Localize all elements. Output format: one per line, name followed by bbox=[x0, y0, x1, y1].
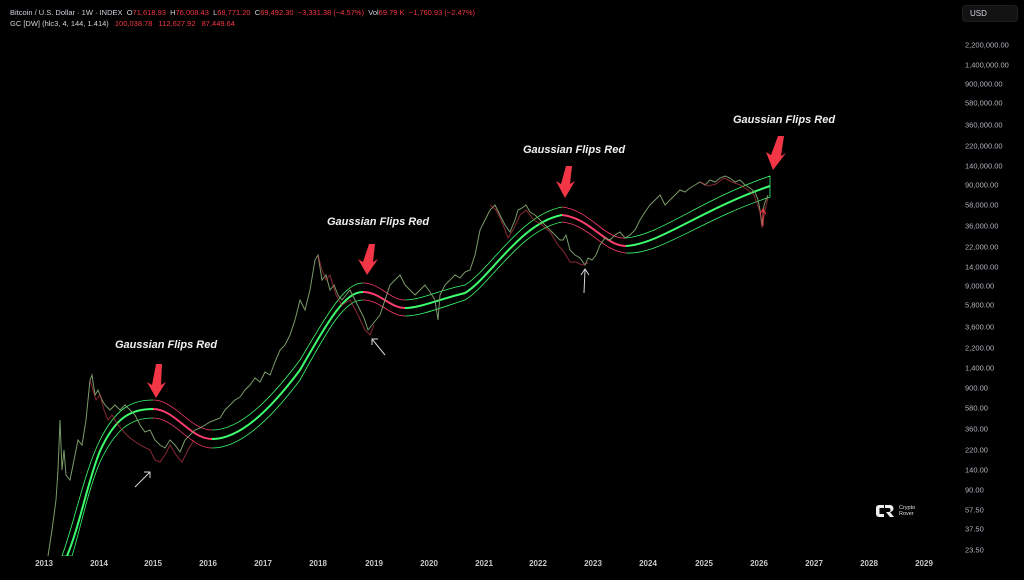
y-tick: 900,000.00 bbox=[965, 79, 1003, 89]
y-tick: 14,000.00 bbox=[965, 262, 999, 272]
x-tick: 2016 bbox=[199, 559, 217, 568]
x-tick: 2020 bbox=[420, 559, 438, 568]
y-tick: 220.00 bbox=[965, 445, 988, 455]
crypto-rover-logo-icon bbox=[876, 505, 894, 517]
price-chart-canvas[interactable] bbox=[0, 0, 940, 556]
y-tick: 37.50 bbox=[965, 524, 984, 534]
x-tick: 2026 bbox=[750, 559, 768, 568]
annotation-flip-red-2014: Gaussian Flips Red bbox=[114, 339, 218, 351]
x-tick: 2017 bbox=[254, 559, 272, 568]
y-tick: 900.00 bbox=[965, 383, 988, 393]
low-label: L bbox=[213, 8, 218, 17]
y-tick: 23.50 bbox=[965, 545, 984, 555]
indicator-legend-row: GC [DW] (hlc3, 4, 144, 1.414) 100,038.78… bbox=[10, 18, 475, 29]
annotation-flip-red-2026: Gaussian Flips Red bbox=[732, 114, 836, 126]
price-legend-row: Bitcoin / U.S. Dollar · 1W · INDEX O71,6… bbox=[10, 7, 475, 18]
y-tick: 580,000.00 bbox=[965, 98, 1003, 108]
red-arrow-icon-3 bbox=[556, 166, 575, 198]
annotation-flip-red-2022: Gaussian Flips Red bbox=[522, 144, 626, 156]
y-tick: 360.00 bbox=[965, 424, 988, 434]
y-tick: 140,000.00 bbox=[965, 161, 1003, 171]
y-tick: 2,200,000.00 bbox=[965, 40, 1009, 50]
x-tick: 2021 bbox=[475, 559, 493, 568]
y-tick: 2,200.00 bbox=[965, 343, 995, 353]
y-tick: 220,000.00 bbox=[965, 141, 1003, 151]
y-tick: 90,000.00 bbox=[965, 180, 999, 190]
low-value: 68,771.20 bbox=[217, 8, 251, 17]
open-value: 71,618.93 bbox=[132, 8, 166, 17]
currency-button[interactable]: USD bbox=[962, 5, 1018, 22]
time-axis[interactable]: 2013 2014 2015 2016 2017 2018 2019 2020 … bbox=[0, 556, 940, 576]
x-tick: 2023 bbox=[584, 559, 602, 568]
y-tick: 22,000.00 bbox=[965, 242, 999, 252]
red-arrow-icon-2 bbox=[358, 244, 378, 275]
change-value: −3,331.38 (−4.57%) bbox=[297, 8, 365, 17]
volume-value: 69.79 K bbox=[378, 8, 405, 17]
y-tick: 58,000.00 bbox=[965, 200, 999, 210]
y-tick: 360,000.00 bbox=[965, 120, 1003, 130]
indicator-value-upper: 112,627.92 bbox=[158, 19, 196, 28]
x-tick: 2027 bbox=[805, 559, 823, 568]
close-value: 69,492.30 bbox=[260, 8, 294, 17]
x-tick: 2018 bbox=[309, 559, 327, 568]
y-tick: 5,800.00 bbox=[965, 300, 995, 310]
x-tick: 2028 bbox=[860, 559, 878, 568]
x-tick: 2022 bbox=[529, 559, 547, 568]
y-tick: 580.00 bbox=[965, 403, 988, 413]
volume-label: Vol bbox=[368, 8, 379, 17]
red-arrow-icon-4 bbox=[766, 136, 786, 170]
symbol-name[interactable]: Bitcoin / U.S. Dollar · 1W · INDEX bbox=[10, 8, 123, 17]
x-tick: 2024 bbox=[639, 559, 657, 568]
x-tick: 2015 bbox=[144, 559, 162, 568]
indicator-name[interactable]: GC [DW] (hlc3, 4, 144, 1.414) bbox=[10, 19, 109, 28]
open-label: O bbox=[126, 8, 133, 17]
brand-text: Crypto Rover bbox=[899, 505, 915, 518]
x-tick: 2014 bbox=[90, 559, 108, 568]
red-arrow-icon-1 bbox=[147, 364, 166, 398]
x-tick: 2029 bbox=[915, 559, 933, 568]
y-tick: 3,600.00 bbox=[965, 322, 995, 332]
y-tick: 57.50 bbox=[965, 505, 984, 515]
high-value: 76,008.43 bbox=[175, 8, 209, 17]
red-up-arrow-icon bbox=[759, 208, 767, 226]
annotation-flip-red-2018: Gaussian Flips Red bbox=[326, 216, 430, 228]
y-tick: 36,000.00 bbox=[965, 221, 999, 231]
y-tick: 1,400.00 bbox=[965, 363, 995, 373]
y-tick: 1,400,000.00 bbox=[965, 60, 1009, 70]
indicator-value-mid: 100,038.78 bbox=[114, 19, 153, 28]
volume-change-value: −1,760.93 (−2.47%) bbox=[408, 8, 476, 17]
white-arrow-icon-2 bbox=[371, 338, 386, 356]
x-tick: 2019 bbox=[365, 559, 383, 568]
gaussian-channel bbox=[61, 175, 771, 556]
brand-line2: Rover bbox=[899, 511, 914, 517]
brand-line1: Crypto bbox=[899, 504, 916, 511]
y-tick: 9,000.00 bbox=[965, 281, 995, 291]
white-arrow-icon-1 bbox=[134, 471, 151, 488]
y-tick: 140.00 bbox=[965, 465, 988, 475]
price-axis[interactable]: 2,200,000.00 1,400,000.00 900,000.00 580… bbox=[940, 0, 1024, 580]
crypto-rover-watermark: Crypto Rover bbox=[875, 503, 915, 519]
high-label: H bbox=[170, 8, 176, 17]
x-tick: 2013 bbox=[35, 559, 53, 568]
white-arrow-icon-3 bbox=[580, 268, 590, 294]
indicator-value-lower: 87,449.64 bbox=[201, 19, 235, 28]
y-tick: 90.00 bbox=[965, 485, 984, 495]
x-tick: 2025 bbox=[695, 559, 713, 568]
chart-legend: Bitcoin / U.S. Dollar · 1W · INDEX O71,6… bbox=[10, 7, 475, 29]
close-label: C bbox=[254, 8, 261, 17]
